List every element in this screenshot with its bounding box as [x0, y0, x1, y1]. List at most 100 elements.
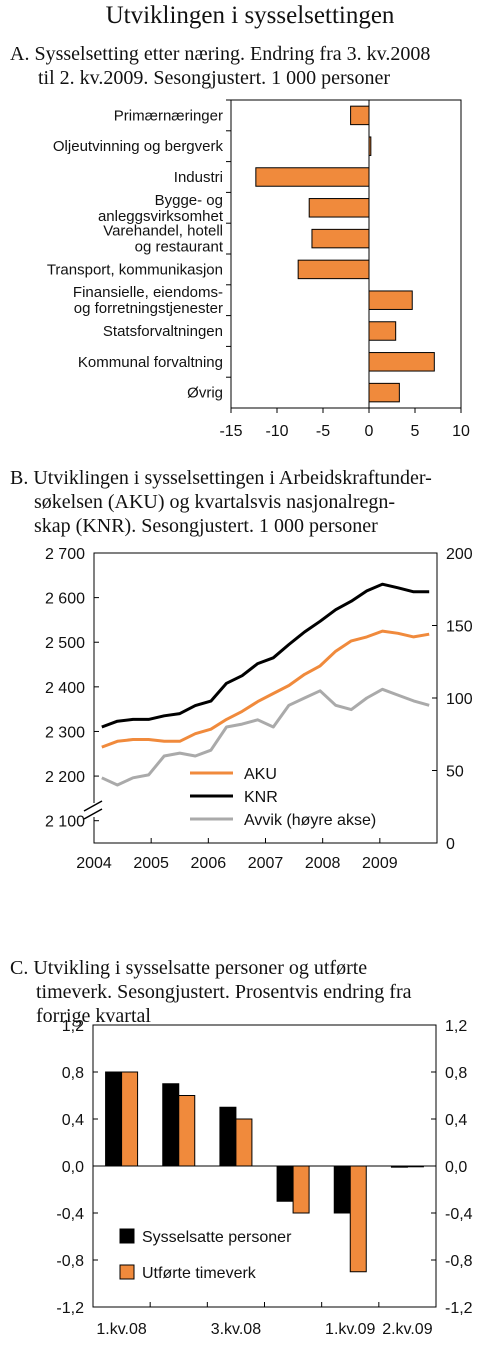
panel-c-bar-1-3	[219, 1106, 237, 1167]
panel-b-right-tick-label: 50	[446, 764, 464, 781]
panel-c-bar-2-4	[292, 1165, 310, 1214]
panel-c-left-tick-label: 1,2	[62, 1018, 84, 1035]
panel-a-x-tick-label: 0	[365, 423, 374, 440]
panel-c-title-line-3: forrige kvartal	[36, 1005, 151, 1027]
panel-c-bar-1-5	[333, 1165, 351, 1214]
panel-c-right-tick-label: -0,8	[445, 1253, 473, 1270]
panel-a-bar-chart: Primærnæringer Oljeutvinning og bergverk I…	[47, 99, 470, 440]
panel-c-x-tick-label: 1.kv.09	[325, 1321, 376, 1338]
panel-a-x-tick-label: -10	[265, 423, 288, 440]
panel-a-category-label: og restaurant	[135, 239, 224, 256]
panel-a-category-label: Primærnæringer	[114, 107, 223, 124]
panel-c-bar-1-2	[162, 1083, 180, 1167]
panel-b-x-tick-label: 2006	[191, 855, 227, 872]
panel-c-right-tick-label: -1,2	[445, 1300, 473, 1317]
panel-b-legend-label-3: Avvik (høyre akse)	[244, 812, 376, 829]
panel-b-left-tick-label: 2 100	[45, 814, 85, 831]
panel-c-title-line-1: C. Utvikling i sysselsatte personer og u…	[10, 957, 368, 979]
panel-b-left-tick-label: 2 400	[45, 680, 85, 697]
panel-c-title-line-2: timeverk. Sesongjustert. Prosentvis endr…	[36, 981, 412, 1003]
panel-a-title-line-1: A. Sysselsetting etter næring. Endring f…	[10, 43, 431, 65]
panel-b-x-tick-label: 2008	[305, 855, 341, 872]
panel-a-category-label: Transport, kommunikasjon	[47, 261, 223, 278]
panel-b-series-line-3	[101, 687, 430, 787]
panel-b-left-tick-label: 2 300	[45, 724, 85, 741]
panel-b-x-tick-label: 2007	[248, 855, 284, 872]
panel-c-left-tick-label: 0,4	[62, 1112, 84, 1129]
panel-b-line-chart: 2 700 2 600 2 500 2 400 2 300 2 200 2 100 200 15…	[45, 546, 473, 872]
panel-c-bar-chart: 1,2 1,2 0,8 0,8 0,4 0,4 0,0 0,0 -0,4 -0,4 -0,8 -0,8…	[56, 1018, 473, 1338]
panel-a-category-label: Oljeutvinning og bergverk	[53, 138, 224, 155]
panel-c-x-tick-label: 2.kv.09	[382, 1321, 433, 1338]
panel-b-left-tick-label: 2 200	[45, 769, 85, 786]
panel-a-category-label: Varehandel, hotell	[103, 223, 223, 240]
panel-b-series-line-1	[101, 629, 430, 749]
panel-b-legend-label-2: KNR	[244, 789, 278, 806]
panel-c-right-tick-label: 0,0	[445, 1159, 467, 1176]
panel-c-bar-1-6	[390, 1165, 408, 1168]
panel-c-bar-1-1	[105, 1071, 123, 1167]
panel-c-left-tick-label: 0,8	[62, 1065, 84, 1082]
panel-b-right-tick-label: 200	[446, 546, 473, 563]
panel-c-legend-swatch-1	[119, 1228, 135, 1244]
panel-c-bar-2-6	[406, 1165, 424, 1168]
panel-a-category-label: og forretningstjenester	[74, 300, 223, 317]
panel-c-legend-label-2: Utførte timeverk	[142, 1265, 257, 1282]
panel-b-title-line-1: B. Utviklingen i sysselsettingen i Arbei…	[10, 467, 432, 489]
panel-c-bar-2-5	[349, 1165, 367, 1273]
panel-a-title-line-2: til 2. kv.2009. Sesongjustert. 1 000 per…	[38, 67, 391, 89]
panel-b-x-tick-label: 2004	[76, 855, 112, 872]
panel-b-right-tick-label: 100	[446, 691, 473, 708]
panel-c-right-tick-label: 0,4	[445, 1112, 467, 1129]
panel-a-category-label: Industri	[174, 169, 223, 186]
panel-a-category-label: Øvrig	[187, 385, 223, 402]
panel-c-x-tick-label: 3.kv.08	[211, 1321, 262, 1338]
panel-a-category-label: Statsforvaltningen	[103, 323, 223, 340]
panel-a-title: A. Sysselsetting etter næring. Endring f…	[10, 42, 430, 90]
panel-c-bar-2-2	[178, 1095, 196, 1167]
panel-a-bar-1	[350, 105, 370, 126]
panel-c-right-tick-label: 0,8	[445, 1065, 467, 1082]
panel-a-bar-10	[368, 382, 400, 403]
panel-b-axis-break-mark	[83, 800, 103, 812]
panel-b-left-tick-label: 2 700	[45, 546, 85, 563]
panel-a-bar-6	[297, 259, 370, 280]
panel-c-right-tick-label: 1,2	[445, 1018, 467, 1035]
panel-c-left-tick-label: -0,8	[56, 1253, 84, 1270]
panel-c-bar-1-4	[276, 1165, 294, 1202]
panel-b-right-tick-label: 150	[446, 619, 473, 636]
panel-b-title: B. Utviklingen i sysselsettingen i Arbei…	[10, 466, 432, 538]
panel-a-bar-9	[368, 352, 435, 372]
panel-b-axis-break-gap	[84, 803, 104, 817]
panel-c-legend-swatch-2	[119, 1264, 135, 1280]
panel-c-left-tick-label: -0,4	[56, 1206, 84, 1223]
panel-c-left-tick-label: 0,0	[62, 1159, 84, 1176]
panel-c-x-tick-label: 1.kv.08	[96, 1321, 147, 1338]
panel-a-bar-5	[311, 228, 370, 249]
panel-a-x-tick-label: -5	[316, 423, 330, 440]
panel-a-x-tick-label: 5	[411, 423, 420, 440]
panel-a-bar-3	[255, 167, 370, 187]
panel-b-legend-label-1: AKU	[244, 766, 277, 783]
panel-b-left-tick-label: 2 600	[45, 591, 85, 608]
panel-a-category-label: Kommunal forvaltning	[78, 354, 223, 371]
panel-a-x-tick-label: -15	[219, 423, 242, 440]
panel-c-bar-2-1	[121, 1071, 139, 1167]
panel-a-bar-2	[368, 136, 372, 156]
panel-a-category-label: Finansielle, eiendoms-	[73, 284, 223, 301]
panel-a-category-label: anleggsvirksomhet	[98, 208, 224, 225]
panel-a-category-label: Bygge- og	[155, 192, 223, 209]
panel-c-bar-2-3	[235, 1118, 253, 1167]
panel-b-right-tick-label: 0	[446, 836, 455, 853]
panel-b-axis-break-mark	[83, 808, 103, 820]
panel-c-left-tick-label: -1,2	[56, 1300, 84, 1317]
page-title: Utviklingen i sysselsettingen	[105, 2, 395, 29]
panel-b-left-tick-label: 2 500	[45, 635, 85, 652]
panel-a-x-tick-label: 10	[452, 423, 470, 440]
panel-a-bar-8	[368, 321, 397, 341]
panel-c-right-tick-label: -0,4	[445, 1206, 473, 1223]
panel-c-legend-label-1: Sysselsatte personer	[142, 1229, 292, 1246]
panel-b-series-line-2	[101, 582, 430, 729]
panel-a-bar-4	[308, 198, 370, 218]
panel-c-title: C. Utvikling i sysselsatte personer og u…	[10, 956, 412, 1028]
